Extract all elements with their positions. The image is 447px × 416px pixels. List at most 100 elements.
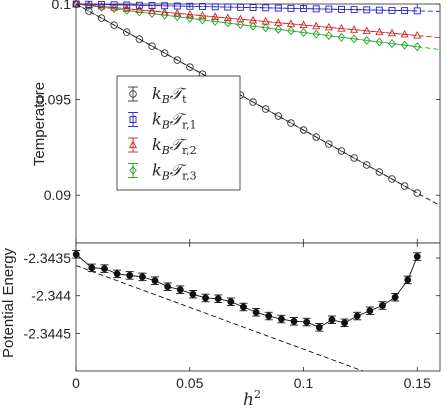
temperature-y-label: Temperature — [31, 82, 48, 166]
temperature-point — [413, 42, 422, 52]
temperature-point — [261, 23, 270, 33]
temperature-point — [337, 32, 346, 42]
temperature-point — [274, 24, 283, 34]
energy-point — [113, 270, 121, 278]
temperature-point — [350, 154, 358, 162]
temperature-point — [350, 25, 359, 33]
temperature-point — [312, 133, 320, 141]
legend-label-sub: r,2 — [182, 144, 197, 157]
energy-point — [277, 315, 285, 323]
temperature-point — [224, 18, 232, 28]
energy-point — [138, 273, 146, 281]
temperature-point — [274, 112, 283, 120]
energy-series-line — [75, 253, 418, 328]
temperature-point — [363, 6, 371, 14]
energy-point — [164, 283, 172, 291]
temperature-point — [325, 31, 333, 41]
temperature-point — [123, 1, 131, 9]
energy-point — [126, 271, 134, 279]
legend-label-sub: r,3 — [182, 170, 197, 183]
energy-x-tick-label: 0.05 — [176, 375, 203, 391]
temperature-point — [375, 168, 384, 176]
temperature-point — [97, 1, 106, 10]
temperature-fit-line — [75, 3, 441, 39]
temperature-point — [122, 28, 131, 36]
energy-point — [315, 323, 323, 331]
temperature-point — [362, 161, 371, 169]
energy-point — [303, 318, 311, 326]
temperature-point — [148, 42, 156, 50]
temperature-point — [160, 10, 169, 20]
temperature-point — [135, 5, 144, 13]
legend-label-sub-b: B — [161, 170, 170, 183]
temperature-point — [274, 4, 282, 12]
legend-label-sub-b: B — [161, 119, 170, 132]
temperature-point — [312, 21, 321, 30]
temperature-point — [198, 11, 207, 19]
temperature-point — [362, 35, 371, 45]
temperature-point — [160, 49, 169, 57]
temperature-point — [249, 98, 257, 106]
legend-label-k: k — [152, 161, 162, 180]
temperature-point — [388, 39, 396, 49]
energy-point — [366, 307, 374, 315]
temperature-point — [129, 90, 137, 98]
energy-point — [202, 294, 209, 302]
legend-label-k: k — [152, 84, 162, 103]
energy-point — [151, 277, 159, 285]
temperature-point — [128, 140, 138, 149]
energy-series — [72, 250, 422, 332]
energy-point — [189, 290, 197, 298]
energy-y-ticks: -2.3435 -2.344 -2.3445 — [24, 250, 440, 341]
energy-point — [240, 303, 247, 311]
temperature-point — [110, 21, 118, 29]
temperature-fit-line — [75, 3, 441, 206]
energy-y-tick-label: -2.3435 — [24, 250, 72, 266]
temperature-point — [135, 35, 144, 43]
energy-x-tick-label: 0 — [72, 375, 80, 391]
energy-point — [341, 319, 349, 327]
energy-point — [265, 312, 273, 320]
temperature-point — [223, 13, 232, 22]
legend-box — [116, 75, 241, 191]
energy-point — [404, 276, 412, 284]
temperature-y-tick-label: 0.1 — [52, 0, 72, 12]
temperature-point — [287, 119, 295, 127]
energy-point — [214, 295, 222, 303]
energy-fit-line — [75, 265, 364, 372]
temperature-point — [375, 27, 384, 36]
temperature-point — [325, 140, 333, 148]
temperature-point — [299, 126, 308, 134]
temperature-point — [129, 166, 137, 175]
x-axis-label: h2 — [243, 388, 261, 410]
temperature-point — [236, 20, 245, 30]
temperature-point — [413, 189, 422, 197]
temperature-point — [261, 105, 270, 113]
temperature-point — [299, 27, 308, 37]
energy-y-tick-label: -2.3445 — [24, 325, 72, 341]
energy-x-tick-label: 0.1 — [294, 375, 314, 391]
legend-label-sub: r,1 — [182, 119, 197, 132]
temperature-point — [85, 7, 93, 15]
potential-energy-panel: -2.3435 -2.344 -2.3445 0 0.05 0.1 0.15 Potent… — [0, 242, 441, 410]
energy-point — [72, 250, 80, 258]
energy-point — [100, 265, 108, 273]
energy-point — [353, 312, 361, 320]
energy-point — [227, 298, 235, 306]
energy-fit-line — [75, 265, 364, 372]
energy-y-tick-label: -2.344 — [31, 288, 71, 304]
temperature-point — [400, 40, 409, 50]
energy-point — [290, 317, 298, 325]
temperature-point — [249, 21, 257, 31]
temperature-point — [211, 16, 219, 26]
temperature-point — [375, 37, 384, 47]
temperature-y-tick-label: 0.09 — [44, 187, 71, 203]
temperature-point — [400, 182, 409, 190]
energy-point — [328, 316, 336, 324]
legend-label: kB𝒯t — [152, 84, 187, 106]
temperature-point — [337, 147, 346, 155]
legend-label-k: k — [152, 110, 162, 129]
x-axis-label-base: h — [243, 390, 254, 410]
